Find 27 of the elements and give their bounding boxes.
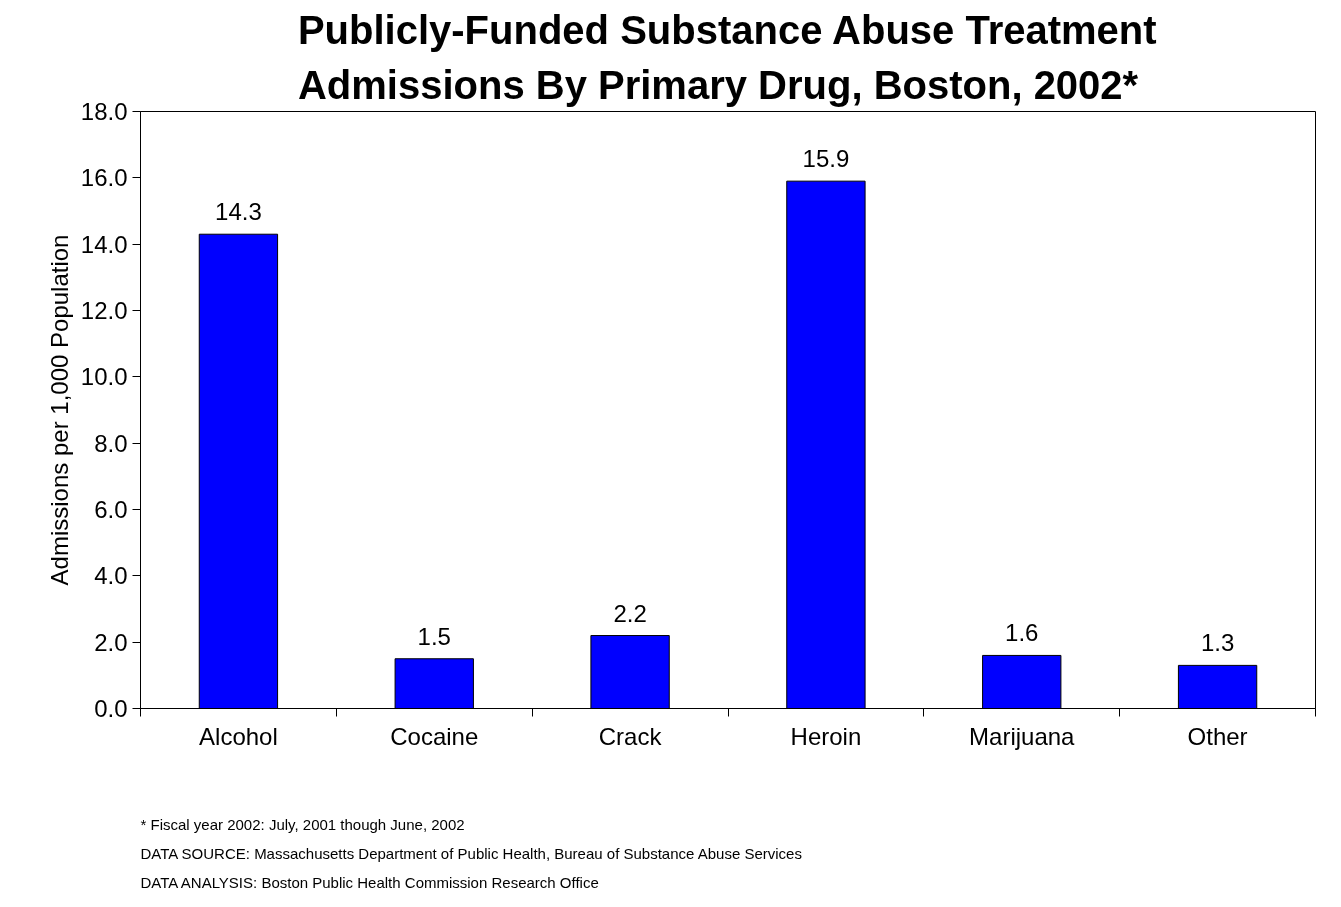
text: * Fiscal year 2002: July, 2001 though June, 2002: [140, 815, 465, 833]
x-tick-label: Crack: [598, 722, 663, 750]
y-tick-label: 6.0: [94, 496, 128, 523]
y-tick-label: 0.0: [94, 695, 128, 722]
x-tick-label: Alcohol: [199, 722, 278, 750]
y-tick-label: 8.0: [94, 429, 128, 457]
y-tick-label: 16.0: [80, 164, 128, 192]
x-tick-label: Marijuana: [969, 722, 1076, 750]
text: DATA ANALYSIS: Boston Public Health Commission Research Office: [140, 873, 599, 891]
x-tick-label: Cocaine: [390, 722, 479, 750]
y-tick-label: 18.0: [80, 98, 128, 125]
chart-title: Publicly-Funded Substance Abuse Treatment Admissions By Primary Drug, Boston, 2002*: [297, 7, 1157, 107]
x-tick-label: Heroin: [790, 722, 862, 750]
y-axis-title: Admissions per 1,000 Population: [45, 234, 73, 586]
data-label: 15.9: [802, 145, 850, 173]
y-tick-label: 2.0: [94, 628, 128, 656]
x-tick-label: Other: [1187, 722, 1248, 750]
data-label: 14.3: [215, 198, 262, 226]
y-tick-label: 4.0: [94, 562, 128, 590]
data-label: 1.6: [1005, 619, 1039, 647]
y-tick-label: 12.0: [80, 297, 128, 324]
data-label: 1.3: [1200, 629, 1235, 657]
y-tick-label: 14.0: [80, 230, 128, 258]
source-note: DATA SOURCE: Massachusetts Department of Public Health, Bureau of Substance Abuse Services: [140, 844, 802, 862]
y-tick-label: 10.0: [80, 363, 128, 391]
data-label: 2.2: [613, 599, 647, 627]
data-label: 1.5: [417, 622, 451, 650]
